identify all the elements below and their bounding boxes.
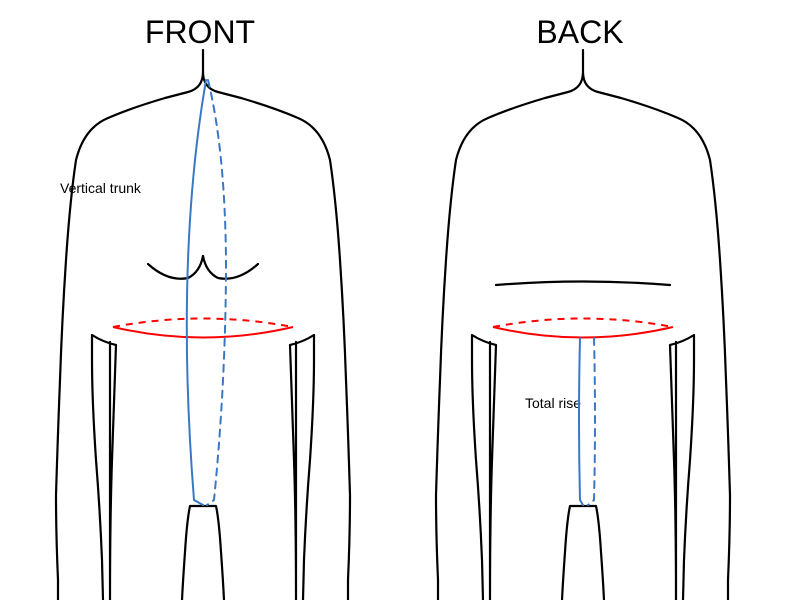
front-chest-right xyxy=(203,256,258,279)
back-waist-back xyxy=(493,319,673,328)
front-figure xyxy=(56,50,350,600)
vertical-trunk-front xyxy=(187,80,206,505)
diagram-svg xyxy=(0,0,800,600)
vertical-trunk-back xyxy=(207,80,226,505)
total-rise-back xyxy=(588,338,595,505)
back-shoulder-line xyxy=(496,282,670,286)
back-waist-front xyxy=(493,327,673,338)
total-rise-front xyxy=(579,338,583,505)
back-figure xyxy=(436,50,730,600)
front-body-outline xyxy=(56,50,350,600)
front-chest-left xyxy=(148,256,203,279)
front-waist-front xyxy=(113,327,293,338)
front-waist-back xyxy=(113,319,293,328)
back-body-outline xyxy=(436,50,730,600)
